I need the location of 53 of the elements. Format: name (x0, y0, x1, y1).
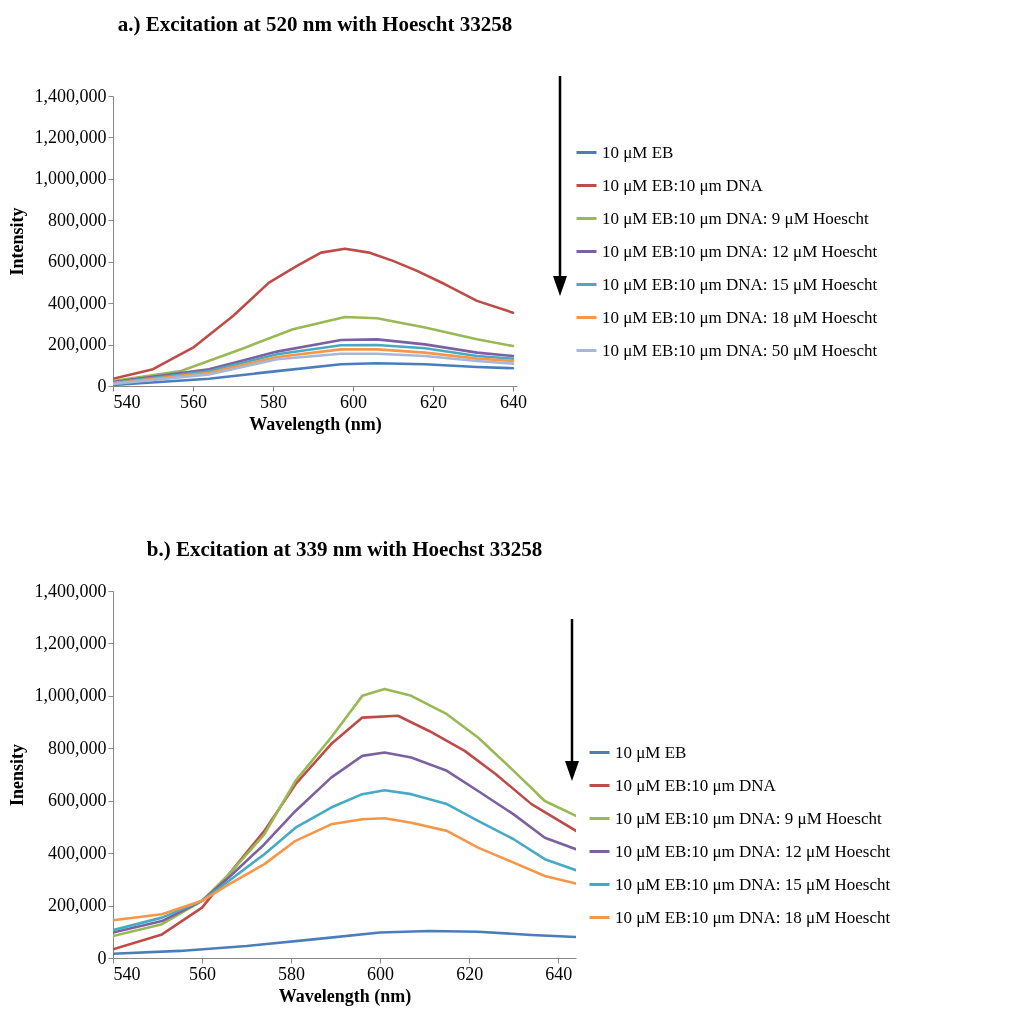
legend-label: 10 μM EB:10 μm DNA (615, 775, 777, 795)
legend-label: 10 μM EB:10 μm DNA: 18 μM Hoescht (615, 907, 891, 927)
line-series (113, 687, 576, 938)
chart-title: a.) Excitation at 520 nm with Hoescht 33258 (117, 12, 513, 36)
x-tick-label: 560 (180, 391, 207, 412)
y-tick-label: 1,400,000 (34, 580, 107, 601)
x-tick-label: 580 (260, 391, 287, 412)
x-tick-label: 620 (456, 963, 484, 984)
x-tick-label: 540 (113, 391, 141, 412)
y-tick-label: 200,000 (48, 895, 107, 916)
y-tick-label: 0 (97, 947, 107, 968)
y-tick-label: 800,000 (48, 209, 107, 230)
line-series (113, 816, 576, 922)
legend-label: 10 μM EB (602, 142, 674, 162)
x-tick-label: 540 (113, 963, 141, 984)
x-tick-label: 640 (545, 963, 573, 984)
legend-label: 10 μM EB:10 μm DNA: 15 μM Hoescht (602, 274, 878, 294)
line-series (113, 247, 515, 381)
legend-label: 10 μM EB:10 μm DNA: 15 μM Hoescht (615, 874, 891, 894)
legend-label: 10 μM EB:10 μm DNA: 9 μM Hoescht (615, 808, 883, 828)
legend-label: 10 μM EB:10 μm DNA: 18 μM Hoescht (602, 307, 878, 327)
y-tick-label: 400,000 (48, 842, 107, 863)
x-tick-label: 640 (500, 391, 527, 412)
chart-title: b.) Excitation at 339 nm with Hoechst 33258 (146, 537, 543, 561)
y-tick-label: 600,000 (48, 251, 107, 272)
x-tick-label: 600 (367, 963, 395, 984)
y-tick-label: 600,000 (48, 790, 107, 811)
y-tick-label: 1,200,000 (34, 632, 107, 653)
y-tick-label: 1,400,000 (34, 85, 107, 106)
y-tick-label: 800,000 (48, 737, 107, 758)
legend-label: 10 μM EB:10 μm DNA: 50 μM Hoescht (602, 340, 878, 360)
x-axis-title: Wavelength (nm) (249, 413, 382, 435)
y-tick-label: 200,000 (48, 334, 107, 355)
line-series (113, 751, 576, 934)
legend-label: 10 μM EB:10 μm DNA (602, 175, 764, 195)
line-series (113, 315, 515, 383)
line-series (113, 788, 576, 932)
y-axis-title: Inensity (6, 743, 27, 807)
x-tick-label: 580 (278, 963, 306, 984)
y-tick-label: 1,000,000 (34, 685, 107, 706)
y-tick-label: 1,200,000 (34, 126, 107, 147)
x-tick-label: 600 (340, 391, 367, 412)
legend-label: 10 μM EB (615, 742, 687, 762)
x-tick-label: 620 (420, 391, 447, 412)
legend-label: 10 μM EB:10 μm DNA: 12 μM Hoescht (602, 241, 878, 261)
x-tick-label: 560 (189, 963, 217, 984)
legend-label: 10 μM EB:10 μm DNA: 9 μM Hoescht (602, 208, 870, 228)
y-tick-label: 400,000 (48, 292, 107, 313)
y-axis-title: Intensity (6, 207, 27, 276)
y-tick-label: 1,000,000 (34, 168, 107, 189)
legend-label: 10 μM EB:10 μm DNA: 12 μM Hoescht (615, 841, 891, 861)
y-tick-label: 0 (97, 375, 107, 396)
x-axis-title: Wavelength (nm) (278, 985, 412, 1007)
